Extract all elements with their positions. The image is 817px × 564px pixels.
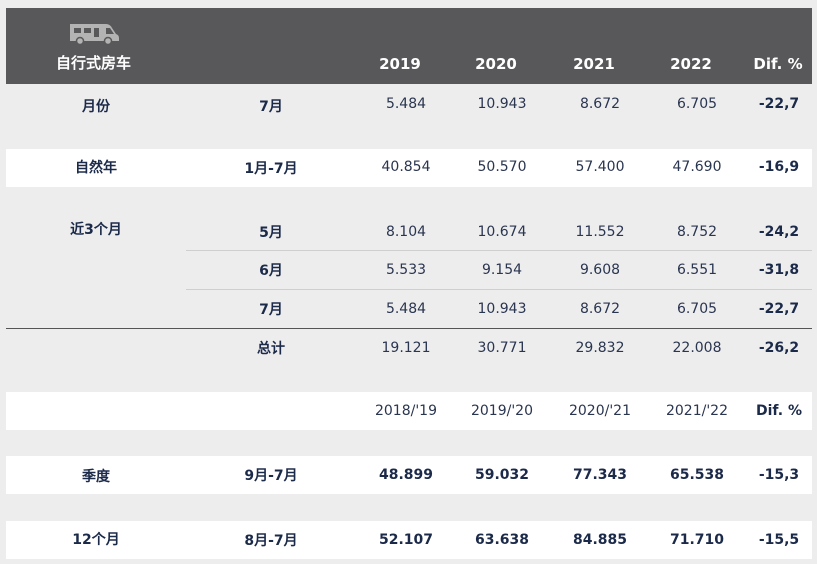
total-divider	[6, 328, 812, 329]
header-title: 自行式房车	[55, 54, 131, 72]
dif-value: -31,8	[758, 262, 800, 278]
value-2020: 10.943	[477, 301, 527, 317]
dif-value: -22,7	[758, 301, 800, 317]
table-row-july: 7月 5.484 10.943 8.672 6.705 -22,7	[6, 290, 812, 328]
dif-header: Dif. %	[753, 55, 803, 73]
table-row-ytd: 自然年 1月-7月 40.854 50.570 57.400 47.690 -1…	[6, 149, 812, 187]
dif-value: -15,3	[758, 467, 800, 483]
value-2019: 19.121	[381, 340, 431, 356]
dif-value: -24,2	[758, 224, 800, 240]
season-header-4: 2021/'22	[665, 403, 728, 419]
value-2022: 6.705	[676, 96, 718, 112]
dif-value: -15,5	[758, 532, 800, 548]
value-2018-19: 48.899	[378, 467, 434, 483]
brand: 自行式房车	[6, 20, 181, 73]
season-header-2: 2019/'20	[470, 403, 533, 419]
row-label: 12个月	[72, 532, 120, 548]
value-2021-22: 65.538	[669, 467, 725, 483]
value-2019: 5.484	[385, 301, 427, 317]
row-label: 季度	[82, 469, 110, 485]
value-2020: 30.771	[477, 340, 527, 356]
row-period: 6月	[259, 263, 283, 279]
season-header-3: 2020/'21	[568, 403, 631, 419]
row-label: 自然年	[75, 160, 117, 176]
table-row-12-months: 12个月 8月-7月 52.107 63.638 84.885 71.710 -…	[6, 521, 812, 559]
value-2021: 8.672	[579, 301, 621, 317]
row-period: 总计	[257, 341, 285, 357]
row-period: 8月-7月	[244, 533, 298, 549]
last3-label: 近3个月	[70, 222, 122, 238]
row-period: 7月	[259, 99, 283, 115]
value-2021: 8.672	[579, 96, 621, 112]
row-label: 月份	[82, 99, 110, 115]
year-header-2022: 2022	[670, 55, 712, 73]
season-header-row: 2018/'19 2019/'20 2020/'21 2021/'22 Dif.…	[6, 392, 812, 430]
year-header-2019: 2019	[379, 55, 421, 73]
value-2021: 9.608	[579, 262, 621, 278]
value-2020-21: 84.885	[572, 532, 628, 548]
dif-value: -16,9	[758, 159, 800, 175]
value-2021: 11.552	[575, 224, 625, 240]
table-row-month: 月份 7月 5.484 10.943 8.672 6.705 -22,7	[6, 86, 812, 124]
table-row-season: 季度 9月-7月 48.899 59.032 77.343 65.538 -15…	[6, 456, 812, 494]
table-row-june: 6月 5.533 9.154 9.608 6.551 -31,8	[6, 251, 812, 289]
value-2022: 22.008	[672, 340, 722, 356]
value-2020-21: 77.343	[572, 467, 628, 483]
value-2020: 9.154	[481, 262, 523, 278]
value-2018-19: 52.107	[378, 532, 434, 548]
year-header-2021: 2021	[573, 55, 615, 73]
value-2022: 8.752	[676, 224, 718, 240]
value-2021: 57.400	[575, 159, 625, 175]
dif-value: -22,7	[758, 96, 800, 112]
dif-value: -26,2	[758, 340, 800, 356]
table-header: 自行式房车 2019 2020 2021 2022 Dif. %	[6, 8, 812, 84]
table-row-may: 5月 8.104 10.674 11.552 8.752 -24,2	[6, 212, 812, 250]
row-period: 7月	[259, 302, 283, 318]
value-2019: 5.533	[385, 262, 427, 278]
value-2019: 40.854	[381, 159, 431, 175]
value-2022: 47.690	[672, 159, 722, 175]
row-period: 1月-7月	[244, 161, 298, 177]
value-2021: 29.832	[575, 340, 625, 356]
row-divider	[186, 289, 812, 290]
value-2019-20: 59.032	[474, 467, 530, 483]
value-2019: 8.104	[385, 224, 427, 240]
value-2022: 6.551	[676, 262, 718, 278]
dif-header: Dif. %	[756, 403, 802, 419]
row-divider	[186, 250, 812, 251]
value-2020: 50.570	[477, 159, 527, 175]
year-header-2020: 2020	[475, 55, 517, 73]
season-header-1: 2018/'19	[374, 403, 437, 419]
value-2019: 5.484	[385, 96, 427, 112]
table-row-total: 总计 19.121 30.771 29.832 22.008 -26,2	[6, 329, 812, 367]
value-2020: 10.674	[477, 224, 527, 240]
value-2020: 10.943	[477, 96, 527, 112]
row-period: 5月	[259, 225, 283, 241]
value-2021-22: 71.710	[669, 532, 725, 548]
motorhome-icon	[69, 24, 119, 46]
row-period: 9月-7月	[244, 468, 298, 484]
value-2022: 6.705	[676, 301, 718, 317]
value-2019-20: 63.638	[474, 532, 530, 548]
